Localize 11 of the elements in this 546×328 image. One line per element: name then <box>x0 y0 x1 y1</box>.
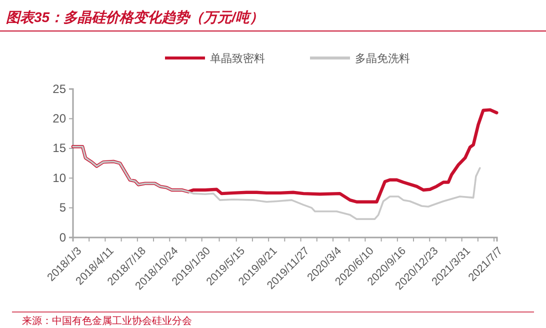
y-tick-label: 0 <box>59 230 66 244</box>
y-tick-label: 20 <box>52 112 66 126</box>
y-tick-label: 10 <box>52 170 66 185</box>
source-note: 来源：中国有色金属工业协会硅业分会 <box>22 315 192 327</box>
y-tick-label: 15 <box>52 141 66 156</box>
y-tick-label: 5 <box>59 200 66 215</box>
y-tick-label: 25 <box>52 82 66 96</box>
chart-title: 图表35：多晶硅价格变化趋势（万元/吨） <box>6 9 264 25</box>
legend-label: 多晶免洗料 <box>355 52 410 65</box>
line-series <box>72 146 481 220</box>
legend-label: 单晶致密料 <box>210 52 265 65</box>
